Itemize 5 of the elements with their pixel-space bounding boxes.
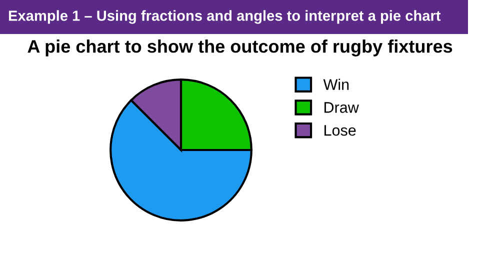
legend-label: Draw (324, 102, 359, 113)
legend-label: Win (323, 78, 349, 90)
chart-title: A pie chart to show the outcome of rugby fixtures (28, 40, 452, 56)
text: Example 1 – Using fractions and angles to interpret a pie chart (8, 10, 441, 24)
legend-label: Lose (324, 125, 356, 136)
